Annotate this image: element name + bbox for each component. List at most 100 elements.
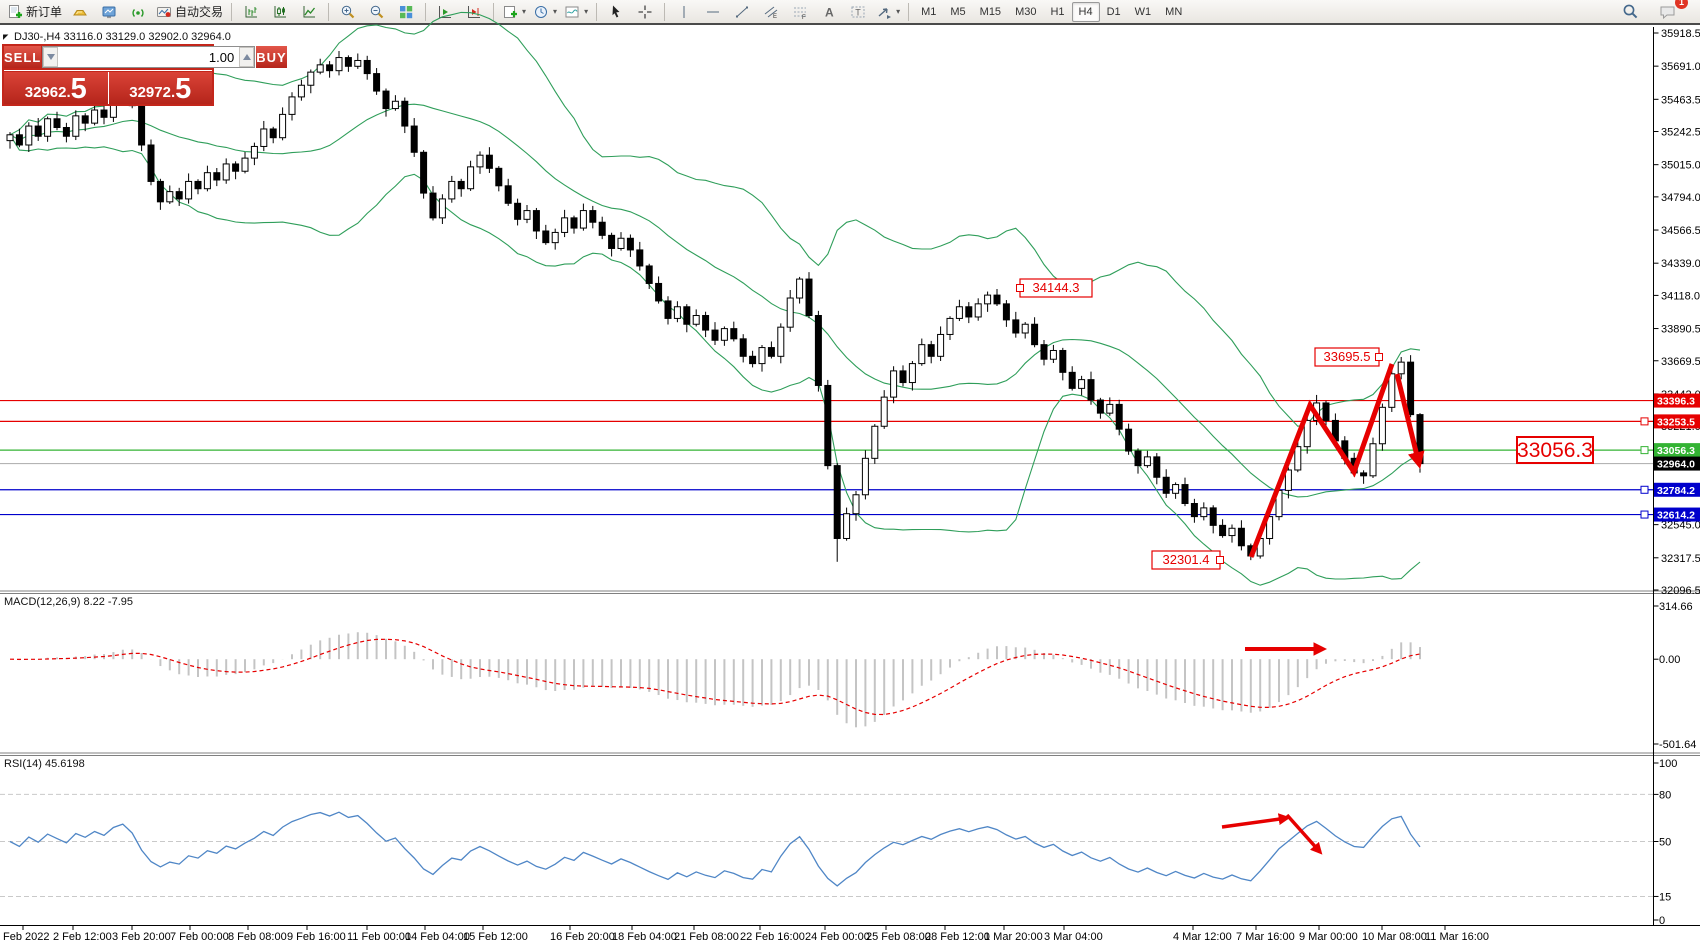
bollinger-lower xyxy=(9,134,1421,586)
buy-price[interactable]: 32972. 5 xyxy=(108,72,212,106)
svg-text:E: E xyxy=(773,14,777,20)
sell-price[interactable]: 32962. 5 xyxy=(4,72,109,104)
new-chart-button[interactable]: ▾ xyxy=(499,0,529,24)
auto-scroll-button[interactable] xyxy=(431,0,459,24)
fibonacci-button[interactable]: F xyxy=(786,0,814,24)
timeframe-w1-button[interactable]: W1 xyxy=(1134,5,1152,18)
toolbar-separator xyxy=(664,2,666,21)
svg-text:Feb 2022: Feb 2022 xyxy=(3,931,49,943)
price-zigzag-arrow xyxy=(1248,363,1395,558)
dropdown-arrow-icon: ▾ xyxy=(522,7,527,16)
chat-bubble-icon xyxy=(1660,6,1675,19)
buy-price-big-digit: 5 xyxy=(175,73,192,106)
volume-increase-button[interactable] xyxy=(239,47,255,67)
sell-price-big-digit: 5 xyxy=(70,73,87,106)
dropdown-arrow-icon: ▾ xyxy=(896,7,901,16)
rsi-layer xyxy=(0,793,1654,897)
price-drop-arrow xyxy=(1394,373,1425,469)
svg-text:35918.5: 35918.5 xyxy=(1661,28,1700,40)
svg-text:24 Feb 00:00: 24 Feb 00:00 xyxy=(805,931,870,943)
one-click-trading-panel: SELL BUY 32962. 5 32972. 5 xyxy=(2,44,287,106)
search-button[interactable] xyxy=(1616,0,1644,24)
arrows-button[interactable]: ▾ xyxy=(873,0,903,24)
toolbar-separator xyxy=(493,2,495,21)
svg-text:16 Feb 20:00: 16 Feb 20:00 xyxy=(550,931,615,943)
toolbar: 新订单 自动交易 xyxy=(0,0,1700,25)
svg-text:32545.0: 32545.0 xyxy=(1661,520,1700,532)
axes-frame xyxy=(0,27,1700,926)
trendline-button[interactable] xyxy=(728,0,756,24)
svg-text:11 Mar 16:00: 11 Mar 16:00 xyxy=(1425,931,1489,943)
svg-text:3 Mar 04:00: 3 Mar 04:00 xyxy=(1044,931,1103,943)
timeframe-m30-button[interactable]: M30 xyxy=(1015,5,1037,18)
timeframe-m15-button[interactable]: M15 xyxy=(979,5,1002,18)
timeframe-mn-button[interactable]: MN xyxy=(1165,5,1183,18)
svg-text:9 Mar 00:00: 9 Mar 00:00 xyxy=(1299,931,1358,943)
cursor-button[interactable] xyxy=(602,0,630,24)
svg-text:34794.0: 34794.0 xyxy=(1661,192,1700,204)
crosshair-button[interactable] xyxy=(631,0,659,24)
macd-signal-line xyxy=(9,638,1421,716)
gold-bar-icon xyxy=(73,9,87,15)
svg-text:33695.5: 33695.5 xyxy=(1324,349,1371,364)
timeframe-d1-button[interactable]: D1 xyxy=(1106,5,1121,18)
tile-windows-button[interactable] xyxy=(392,0,420,24)
price-axis: 35918.5 35691.0 35463.5 35242.5 35015.0 34794… xyxy=(1653,28,1700,927)
volume-input[interactable] xyxy=(58,47,240,67)
price-tags: 33396.3 33253.5 33056.3 32964.0 32784.2 32614… xyxy=(1640,393,1700,522)
svg-text:32614.2: 32614.2 xyxy=(1657,510,1695,522)
sell-button[interactable]: SELL xyxy=(4,46,42,68)
templates-button[interactable]: ▾ xyxy=(561,0,591,24)
candlestick-mode-button[interactable] xyxy=(266,0,294,24)
crosshair-icon xyxy=(638,5,652,18)
svg-text:28 Feb 12:00: 28 Feb 12:00 xyxy=(925,931,990,943)
periods-button[interactable]: ▾ xyxy=(530,0,560,24)
toolbar-separator xyxy=(425,2,427,21)
triangle-up-icon xyxy=(242,54,251,60)
autotrading-icon xyxy=(157,6,172,17)
timeframe-h4-button[interactable]: H4 xyxy=(1071,1,1100,22)
svg-text:25 Feb 08:00: 25 Feb 08:00 xyxy=(866,931,931,943)
text-button[interactable]: A xyxy=(815,0,843,24)
new-order-button[interactable]: 新订单 xyxy=(4,0,65,24)
rsi-arrow-2 xyxy=(1285,813,1323,855)
bar-chart-mode-button[interactable] xyxy=(237,0,265,24)
zoom-out-button[interactable] xyxy=(363,0,391,24)
svg-text:8 Feb 08:00: 8 Feb 08:00 xyxy=(228,931,287,943)
svg-text:22 Feb 16:00: 22 Feb 16:00 xyxy=(740,931,805,943)
buy-button[interactable]: BUY xyxy=(256,46,287,68)
market-watch-button[interactable] xyxy=(95,0,123,24)
volume-decrease-button[interactable] xyxy=(43,47,59,67)
text-a-icon: A xyxy=(825,5,834,19)
svg-text:7 Feb 00:00: 7 Feb 00:00 xyxy=(170,931,229,943)
horizontal-line-button[interactable] xyxy=(699,0,727,24)
symbol-ohlc-info: DJ30-,H4 33116.0 33129.0 32902.0 32964.0 xyxy=(14,31,231,43)
gold-symbol-button[interactable] xyxy=(66,0,94,24)
community-button[interactable]: 1 xyxy=(1654,0,1688,24)
svg-text:80: 80 xyxy=(1659,789,1671,801)
channel-button[interactable]: E xyxy=(757,0,785,24)
toolbar-separator xyxy=(328,2,330,21)
svg-text:14 Feb 04:00: 14 Feb 04:00 xyxy=(405,931,470,943)
zoom-in-button[interactable] xyxy=(334,0,362,24)
tile-windows-icon xyxy=(400,5,413,18)
svg-text:21 Feb 08:00: 21 Feb 08:00 xyxy=(674,931,739,943)
text-label-button[interactable]: T xyxy=(844,0,872,24)
autotrading-button[interactable]: 自动交易 xyxy=(153,0,226,24)
timeframe-m5-button[interactable]: M5 xyxy=(950,5,966,18)
svg-text:35691.0: 35691.0 xyxy=(1661,61,1700,73)
timeframe-m1-button[interactable]: M1 xyxy=(921,5,937,18)
cursor-icon xyxy=(612,5,620,17)
signals-button[interactable] xyxy=(124,0,152,24)
rsi-indicator-label: RSI(14) 45.6198 xyxy=(4,758,85,770)
new-order-icon xyxy=(9,4,22,18)
analysis-arrows xyxy=(1221,363,1425,855)
vertical-line-button[interactable] xyxy=(670,0,698,24)
line-chart-mode-button[interactable] xyxy=(295,0,323,24)
svg-text:1 Mar 20:00: 1 Mar 20:00 xyxy=(984,931,1043,943)
bar-chart-icon xyxy=(245,5,258,17)
timeframe-h1-button[interactable]: H1 xyxy=(1050,5,1065,18)
line-chart-icon xyxy=(303,5,316,17)
dropdown-arrow-icon: ▾ xyxy=(553,7,558,16)
